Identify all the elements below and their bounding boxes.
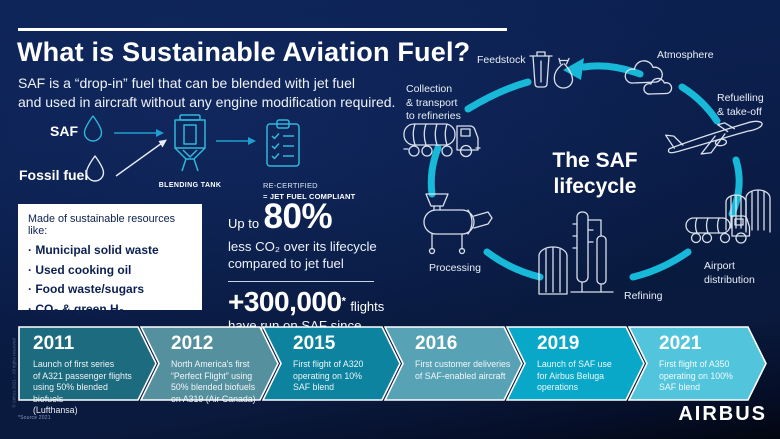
- timeline-milestone-2012: 2012 North America's first “Perfect Fligh…: [139, 326, 279, 404]
- refining-label: Refining: [624, 290, 663, 302]
- timeline-milestone-2019: 2019 Launch of SAF use for Airbus Beluga …: [505, 326, 645, 401]
- timeline-milestone-2015: 2015 First flight of A320 operating on 10…: [261, 326, 401, 401]
- saf-label: SAF: [50, 123, 78, 139]
- processing-icon: [423, 193, 493, 255]
- flights-word: flights: [350, 299, 385, 315]
- milestone-year: 2011: [33, 333, 75, 354]
- certified-label: RE-CERTIFIED = JET FUEL COMPLIANT: [263, 181, 355, 203]
- footnote: *Source 2021: [18, 415, 51, 421]
- sustainable-resources-box: Made of sustainable resources like: Muni…: [18, 204, 202, 316]
- lifecycle-title: The SAF lifecycle: [552, 149, 638, 199]
- fossil-fuel-label: Fossil fuel: [19, 167, 89, 183]
- side-credit: © Airbus 2021 – All rights reserved: [11, 338, 17, 408]
- co2-stat: Up to 80%: [228, 197, 388, 237]
- saf-lifecycle-diagram: The SAF lifecycle Feedstock Atmosphere R…: [400, 28, 778, 320]
- milestone-year: 2015: [293, 333, 336, 354]
- lifecycle-arrows: [427, 58, 743, 281]
- certified-clipboard-icon: [266, 119, 300, 167]
- airport-distribution-label: Airport distribution: [704, 260, 755, 286]
- milestone-text: Launch of first series of A321 passenger…: [33, 359, 132, 416]
- airplane-icon: [664, 120, 763, 155]
- milestone-text: First flight of A350 operating on 100% S…: [659, 359, 733, 393]
- resource-item: Used cooking oil: [28, 263, 192, 277]
- saf-timeline: 2011 Launch of first series of A321 passe…: [18, 326, 778, 415]
- milestone-year: 2019: [537, 333, 580, 354]
- flights-asterisk: *: [341, 295, 346, 308]
- fossil-arrow: [115, 139, 167, 177]
- flights-number: +300,000: [228, 286, 342, 318]
- co2-stat-caption: less CO₂ over its lifecycle compared to …: [228, 239, 377, 272]
- timeline-milestone-2021: 2021 First flight of A350 operating on 10…: [627, 326, 767, 401]
- cert-line1: RE-CERTIFIED: [263, 181, 318, 190]
- upto-label: Up to: [228, 216, 260, 231]
- resources-heading: Made of sustainable resources like:: [28, 213, 176, 237]
- resources-list: Municipal solid waste Used cooking oil F…: [28, 243, 192, 316]
- tank-to-cert-arrow: [216, 137, 256, 145]
- milestone-text: First customer deliveries of SAF-enabled…: [415, 359, 511, 381]
- stats-divider: [228, 281, 374, 283]
- cycle-arrowhead: [563, 58, 584, 80]
- atmosphere-label: Atmosphere: [657, 49, 714, 61]
- timeline-milestone-2011: 2011 Launch of first series of A321 passe…: [18, 326, 157, 415]
- blending-tank-icon: [174, 114, 206, 172]
- collection-label: Collection & transport to refineries: [406, 83, 461, 123]
- percent-value: 80%: [263, 197, 333, 236]
- refuelling-label: Refuelling & take-off: [717, 92, 764, 118]
- cert-line2: = JET FUEL COMPLIANT: [263, 191, 356, 201]
- page-title: What is Sustainable Aviation Fuel?: [17, 37, 471, 67]
- feedstock-icon: [529, 51, 574, 89]
- resource-item: Food waste/sugars: [28, 282, 192, 296]
- milestone-year: 2012: [171, 333, 214, 354]
- milestone-text: North America's first “Perfect Flight” u…: [171, 359, 256, 404]
- flights-stat: +300,000* flights: [228, 286, 388, 318]
- blending-diagram: [83, 114, 300, 182]
- resource-item: CO₂ & green H₂: [28, 302, 192, 316]
- feedstock-label: Feedstock: [477, 54, 526, 66]
- airbus-logo: AIRBUS: [678, 403, 767, 425]
- processing-label: Processing: [429, 262, 481, 274]
- blending-tank-label: BLENDING TANK: [158, 182, 222, 189]
- page-subtitle: SAF is a “drop-in” fuel that can be blen…: [18, 75, 396, 111]
- milestone-year: 2021: [659, 333, 702, 354]
- milestone-text: First flight of A320 operating on 10% SA…: [293, 359, 364, 393]
- airport-distribution-icon: [685, 189, 771, 244]
- atmosphere-icon: [624, 60, 673, 95]
- fossil-droplet-icon: [85, 155, 105, 182]
- timeline-milestone-2016: 2016 First customer deliveries of SAF-ena…: [383, 326, 523, 401]
- resource-item: Municipal solid waste: [28, 243, 192, 257]
- milestone-year: 2016: [415, 333, 458, 354]
- milestone-text: Launch of SAF use for Airbus Beluga oper…: [537, 359, 612, 393]
- refining-icon: [538, 211, 614, 295]
- collection-truck-icon: [403, 123, 481, 158]
- header-rule: [18, 28, 507, 31]
- saf-droplet-icon: [83, 115, 103, 142]
- saf-arrow: [114, 129, 164, 137]
